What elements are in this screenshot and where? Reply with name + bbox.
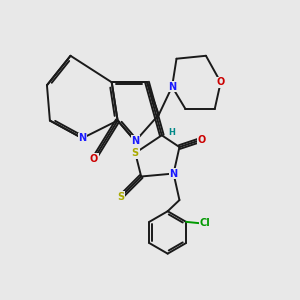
Text: O: O — [217, 77, 225, 87]
Text: H: H — [169, 128, 176, 137]
Text: S: S — [117, 192, 124, 202]
Text: N: N — [168, 82, 176, 92]
Text: Cl: Cl — [200, 218, 211, 228]
Text: N: N — [78, 133, 86, 143]
Text: O: O — [90, 154, 98, 164]
Text: O: O — [197, 135, 206, 145]
Text: S: S — [132, 148, 139, 158]
Text: N: N — [131, 136, 139, 146]
Text: N: N — [169, 169, 178, 178]
